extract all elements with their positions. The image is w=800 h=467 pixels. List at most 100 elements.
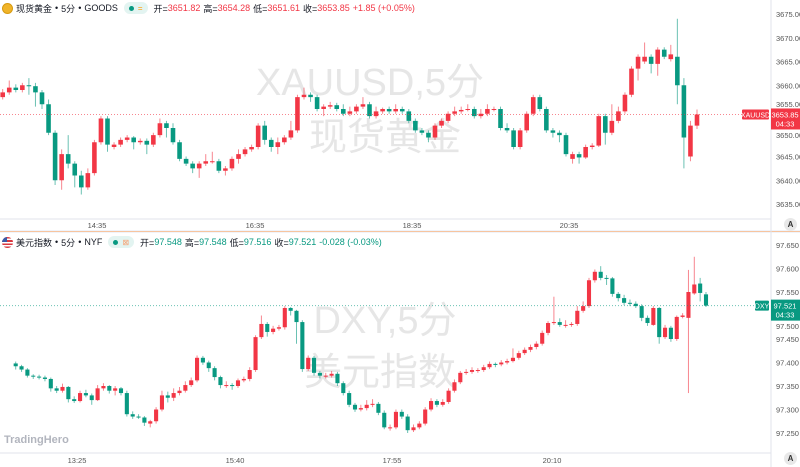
close-value: 97.521 [288, 237, 317, 247]
candle-body [148, 421, 153, 424]
market-status-pill[interactable]: ⊠ [108, 236, 135, 248]
candle-body [432, 125, 438, 138]
candle-body [668, 54, 674, 60]
candle-body [347, 393, 352, 405]
price-tick-label: 97.550 [776, 288, 799, 297]
candle-body [657, 307, 662, 338]
auto-scale-button[interactable]: A [784, 452, 797, 465]
candle-body [629, 68, 634, 95]
candle-body [581, 306, 586, 311]
candle-body [569, 323, 574, 325]
candle-body [429, 401, 434, 410]
close-label: 收= [302, 3, 318, 14]
countdown-label: 04:33 [776, 311, 795, 320]
candle-body [668, 327, 673, 339]
candle-body [439, 120, 444, 126]
candle-body [703, 294, 709, 306]
candle-body [367, 104, 372, 117]
low-label: 低= [229, 237, 244, 248]
candle-body [59, 154, 64, 181]
interval[interactable]: 5分 [61, 3, 76, 14]
candle-body [235, 380, 241, 386]
last-price-box [771, 299, 800, 321]
price-tick-label: 3670.00 [776, 34, 800, 43]
candle-body [154, 409, 159, 422]
candle-body [499, 362, 504, 365]
last-price-label: 3653.85 [771, 110, 798, 119]
candle-body [195, 357, 200, 381]
candle-body [688, 125, 693, 157]
candle-body [196, 163, 202, 169]
candle-body [472, 109, 477, 117]
candle-body [596, 116, 602, 146]
symbol-name[interactable]: 现货黄金 [16, 3, 53, 14]
candle-body [216, 161, 222, 171]
candle-body [130, 414, 135, 417]
price-tick-label: 97.400 [776, 359, 799, 368]
candle-body [487, 363, 492, 368]
candle-body [540, 332, 545, 344]
candle-body [111, 144, 117, 147]
candle-body [639, 306, 644, 318]
auto-scale-button[interactable]: A [784, 218, 797, 231]
candle-body [276, 327, 281, 329]
candle-body [493, 363, 498, 365]
candle-body [517, 130, 523, 147]
candle-body [212, 368, 217, 378]
time-tick-label: 20:35 [560, 221, 579, 230]
candle-body [118, 388, 124, 394]
legend-xauusd: 现货黄金 • 5分 • GOODS = 开= 3651.82 高= 3654.28 低=… [2, 0, 415, 16]
candle-body [89, 395, 94, 401]
candle-body [522, 349, 527, 354]
high-value: 3654.28 [217, 3, 251, 13]
market-open-dot-icon [113, 239, 119, 245]
candle-body [530, 97, 536, 114]
candle-body [271, 328, 276, 332]
candle-body [25, 369, 30, 376]
candle-body [550, 130, 556, 133]
candle-body [300, 322, 305, 370]
candle-body [382, 412, 387, 428]
candle-body [393, 109, 398, 112]
candle-body [142, 417, 147, 423]
low-value: 97.516 [243, 237, 272, 247]
last-price-label: 97.521 [774, 302, 797, 311]
candle-body [524, 113, 529, 131]
candle-body [458, 372, 463, 383]
candle-body [622, 94, 628, 112]
candle-body [551, 322, 556, 324]
candle-body [373, 111, 379, 117]
candle-body [481, 367, 486, 371]
candle-body [26, 85, 32, 87]
candle-body [458, 109, 464, 112]
candle-body [321, 106, 326, 109]
candle-body [380, 109, 385, 112]
candle-body [124, 137, 130, 140]
candle-body [465, 109, 471, 110]
price-tick-label: 97.300 [776, 406, 799, 415]
market-open-dot-icon [128, 5, 134, 11]
interval[interactable]: 5分 [61, 237, 76, 248]
candle-body [505, 361, 510, 363]
candle-body [464, 371, 469, 373]
candle-body [557, 132, 562, 136]
symbol-name[interactable]: 美元指数 [16, 237, 53, 248]
candle-body [648, 56, 654, 64]
candle-body [557, 322, 562, 325]
market-status-pill[interactable]: = [123, 2, 148, 14]
candle-body [230, 385, 235, 387]
candle-body [13, 87, 19, 90]
candle-body [190, 163, 195, 169]
candle-body [241, 378, 246, 381]
legend-dxy: 美元指数 • 5分 • NYF ⊠ 开= 97.548 高= 97.548 低= 97.5… [2, 234, 382, 250]
candle-body [616, 111, 621, 121]
candle-body [511, 130, 516, 147]
candle-body [563, 324, 568, 326]
candle-body [294, 310, 299, 323]
candle-body [42, 377, 47, 379]
candle-body [603, 116, 608, 133]
candle-body [446, 390, 451, 402]
candle-body [445, 113, 451, 121]
candle-body [259, 323, 264, 338]
